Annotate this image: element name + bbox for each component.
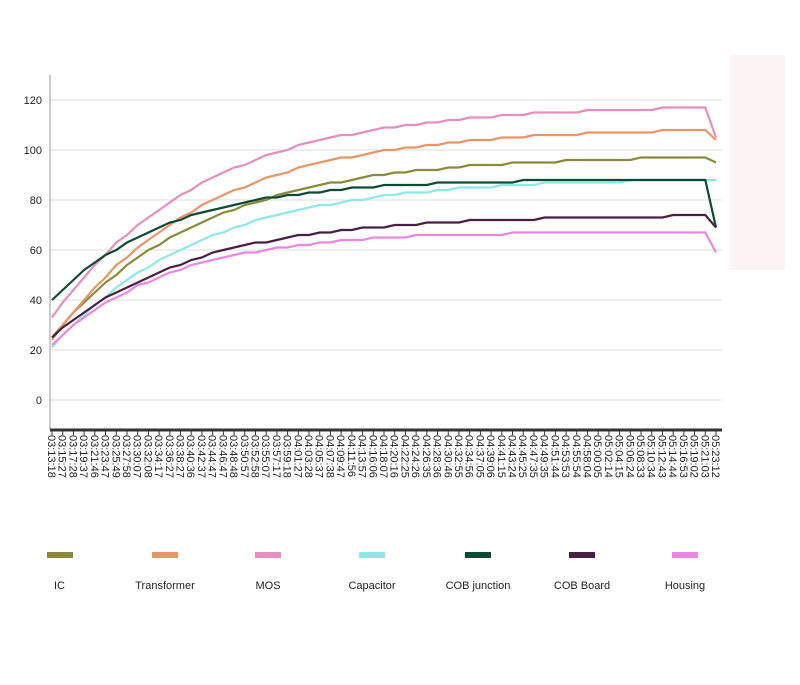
- legend-label: MOS: [255, 580, 280, 592]
- x-tick-label: 03:34:17: [152, 435, 164, 478]
- x-tick-label: 04:07:38: [323, 435, 335, 478]
- x-tick-label: 04:20:16: [388, 435, 400, 478]
- x-tick-label: 03:46:47: [216, 435, 228, 478]
- x-tick-label: 05:06:24: [623, 435, 635, 478]
- x-tick-label: 03:38:27: [174, 435, 186, 478]
- x-tick-label: 03:25:49: [109, 435, 121, 478]
- x-tick-label: 04:03:28: [302, 435, 314, 478]
- x-tick-label: 03:42:37: [195, 435, 207, 478]
- x-tick-label: 03:44:47: [206, 435, 218, 478]
- x-tick-label: 04:49:35: [538, 435, 550, 478]
- x-tick-label: 05:10:34: [645, 435, 657, 478]
- y-tick-label: 60: [30, 245, 42, 257]
- x-tick-label: 04:16:06: [366, 435, 378, 478]
- x-tick-label: 03:32:08: [141, 435, 153, 478]
- x-tick-label: 04:13:57: [356, 435, 368, 478]
- legend-swatch: [569, 552, 595, 558]
- x-tick-label: 05:16:53: [677, 435, 689, 478]
- legend-swatch: [672, 552, 698, 558]
- x-tick-label: 03:50:57: [238, 435, 250, 478]
- x-tick-label: 05:14:44: [666, 435, 678, 478]
- series-line: [51, 213, 717, 339]
- x-tick-label: 04:18:07: [377, 435, 389, 478]
- x-tick-label: 04:39:06: [484, 435, 496, 478]
- x-tick-label: 03:36:27: [163, 435, 175, 478]
- x-tick-label: 04:11:56: [345, 435, 357, 477]
- x-tick-label: 04:41:15: [495, 435, 507, 478]
- series-line: [51, 156, 717, 339]
- x-tick-label: 05:00:05: [591, 435, 603, 478]
- x-tick-label: 04:01:27: [291, 435, 303, 478]
- legend-label: COB Board: [554, 580, 610, 592]
- x-tick-label: 03:48:48: [227, 435, 239, 478]
- y-tick-label: 0: [36, 395, 42, 407]
- x-tick-label: 05:21:03: [698, 435, 710, 478]
- x-tick-label: 04:43:24: [506, 435, 518, 478]
- x-tick-label: 04:58:04: [580, 435, 592, 478]
- x-tick-label: 05:19:02: [688, 435, 700, 478]
- x-tick-label: 03:23:47: [99, 435, 111, 478]
- x-tick-label: 04:51:44: [548, 435, 560, 478]
- y-tick-label: 20: [30, 345, 42, 357]
- x-tick-label: 03:57:17: [270, 435, 282, 478]
- series-line: [51, 128, 717, 341]
- y-tick-label: 120: [24, 95, 42, 107]
- legend-label: COB junction: [446, 580, 511, 592]
- legend-label: IC: [54, 580, 65, 592]
- x-tick-label: 04:37:05: [473, 435, 485, 478]
- y-tick-label: 100: [24, 145, 42, 157]
- legend-label: Capacitor: [348, 580, 395, 592]
- legend-swatch: [152, 552, 178, 558]
- x-tick-label: 04:55:54: [570, 435, 582, 478]
- x-tick-label: 03:55:07: [259, 435, 271, 478]
- x-tick-label: 04:28:36: [431, 435, 443, 478]
- legend-label: Housing: [665, 580, 705, 592]
- x-tick-label: 05:02:14: [602, 435, 614, 478]
- series-line: [51, 106, 718, 319]
- x-tick-label: 05:04:15: [613, 435, 625, 478]
- y-tick-label: 40: [30, 295, 42, 307]
- legend-swatch: [359, 552, 385, 558]
- x-tick-label: 03:30:07: [131, 435, 143, 478]
- series-line: [51, 231, 717, 346]
- x-tick-label: 04:22:25: [398, 435, 410, 478]
- side-panel: [730, 55, 785, 270]
- x-tick-label: 04:24:26: [409, 435, 421, 478]
- x-tick-label: 03:17:28: [66, 435, 78, 478]
- x-tick-label: 04:05:37: [313, 435, 325, 478]
- legend-swatch: [255, 552, 281, 558]
- series-line: [51, 178, 716, 349]
- x-tick-label: 03:40:36: [184, 435, 196, 478]
- legend-swatch: [47, 552, 73, 558]
- x-tick-label: 03:21:46: [88, 435, 100, 478]
- x-tick-label: 04:45:25: [516, 435, 528, 478]
- x-tick-label: 03:27:58: [120, 435, 132, 478]
- x-tick-label: 04:30:46: [441, 435, 453, 478]
- x-tick-label: 05:08:33: [634, 435, 646, 478]
- x-tick-label: 03:59:18: [281, 435, 293, 478]
- x-tick-label: 03:19:37: [77, 435, 89, 478]
- y-tick-label: 80: [30, 195, 42, 207]
- series-line: [51, 178, 718, 301]
- x-tick-label: 04:47:35: [527, 435, 539, 478]
- legend-label: Transformer: [135, 580, 195, 592]
- legend-swatch: [465, 552, 491, 558]
- x-tick-label: 04:32:55: [452, 435, 464, 478]
- x-tick-label: 04:26:35: [420, 435, 432, 478]
- x-tick-label: 03:13:18: [45, 435, 57, 478]
- x-tick-label: 05:23:12: [709, 435, 721, 478]
- x-tick-label: 04:09:47: [334, 435, 346, 478]
- x-tick-label: 05:12:43: [655, 435, 667, 478]
- x-tick-label: 03:15:27: [56, 435, 68, 478]
- x-tick-label: 03:52:58: [248, 435, 260, 478]
- x-tick-label: 04:34:56: [463, 435, 475, 478]
- x-tick-label: 04:53:53: [559, 435, 571, 478]
